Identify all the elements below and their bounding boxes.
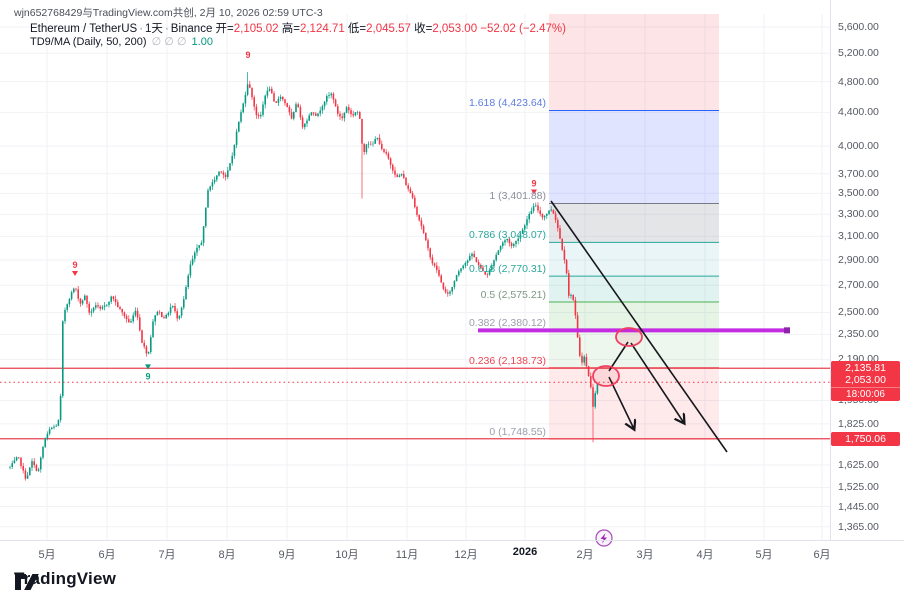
- time-axis-separator: [0, 540, 904, 541]
- indicator-value: 1.00: [191, 36, 213, 48]
- tradingview-logo-icon: [15, 574, 39, 590]
- current-price-badge: 2,053.00 18:00:06: [831, 373, 900, 402]
- fib-level-label[interactable]: 0 (1,748.55): [489, 426, 546, 439]
- high-label: 高=: [281, 23, 300, 35]
- fib-level-label[interactable]: 1.618 (4,423.64): [468, 97, 546, 110]
- low-label: 低=: [347, 23, 367, 35]
- price-axis-label: 4,800.00: [838, 75, 879, 88]
- price-axis-label: 2,900.00: [838, 253, 879, 266]
- timeframe-selector[interactable]: 1天: [145, 23, 163, 35]
- svg-text:9: 9: [245, 50, 250, 60]
- high-value: 2,124.71: [299, 23, 345, 35]
- indicator-empty-values: ∅ ∅ ∅: [151, 36, 187, 48]
- time-axis-label: 7月: [158, 549, 176, 561]
- price-axis-label: 5,600.00: [838, 21, 879, 33]
- time-axis-label: 10月: [335, 549, 359, 561]
- price-axis-label: 1,625.00: [838, 458, 879, 471]
- fib-level-label[interactable]: 1 (3,401.88): [489, 190, 546, 203]
- svg-text:9: 9: [72, 260, 77, 270]
- price-axis-label: 1,825.00: [838, 417, 879, 430]
- time-axis-label: 3月: [636, 549, 654, 561]
- time-axis-label: 12月: [454, 549, 478, 561]
- candlestick-series: [9, 72, 599, 481]
- time-axis-label: 9月: [278, 549, 296, 561]
- open-value: 2,105.02: [233, 23, 279, 35]
- event-lightning-icon[interactable]: [595, 529, 613, 547]
- exchange-name[interactable]: Binance: [170, 23, 213, 35]
- separator: ·: [164, 23, 169, 35]
- purple-line-endcap: [784, 327, 790, 334]
- symbol-title[interactable]: Ethereum / TetherUS: [30, 23, 138, 35]
- price-axis-label: 3,700.00: [838, 167, 879, 180]
- fib-level-label[interactable]: 0.382 (2,380.12): [468, 316, 546, 329]
- fib-level-label[interactable]: 0.618 (2,770.31): [468, 263, 546, 276]
- price-axis-label: 2,500.00: [838, 306, 879, 319]
- price-axis-label: 1,525.00: [838, 481, 879, 494]
- time-axis-label: 6月: [98, 549, 116, 561]
- price-axis-label: 4,000.00: [838, 140, 879, 153]
- time-axis-label: 4月: [696, 549, 714, 561]
- price-axis-label: 4,400.00: [838, 106, 879, 119]
- tradingview-logo[interactable]: TradingView: [14, 569, 117, 590]
- svg-text:9: 9: [145, 371, 150, 381]
- time-axis-label: 6月: [813, 549, 831, 561]
- connector-line-drawing[interactable]: [608, 341, 629, 372]
- arrow-drawing-2[interactable]: [630, 342, 684, 423]
- change-value: −52.02 (−2.47%): [480, 23, 566, 35]
- price-axis-label: 3,100.00: [838, 230, 879, 243]
- price-axis-label: 5,200.00: [838, 47, 879, 60]
- price-axis-label: 3,300.00: [838, 208, 879, 221]
- price-axis-label: 1,365.00: [838, 520, 879, 533]
- fib-retracement-drawing[interactable]: [549, 14, 719, 440]
- td9-markers: 9 9 9 9: [72, 50, 537, 381]
- fib-level-label[interactable]: 0.5 (2,575.21): [480, 288, 546, 301]
- arrow-drawing-1[interactable]: [608, 376, 634, 429]
- time-axis-label: 8月: [218, 549, 236, 561]
- indicator-name[interactable]: TD9/MA (Daily, 50, 200): [30, 36, 147, 48]
- close-label: 收=: [414, 23, 433, 35]
- fib-level-label[interactable]: 0.786 (3,048.07): [468, 229, 546, 242]
- price-line-badge: 1,750.06: [831, 431, 900, 446]
- symbol-info-row: Ethereum / TetherUS · 1天 · Binance 开=2,105.0…: [30, 20, 566, 36]
- fib-level-label[interactable]: 0.236 (2,138.73): [468, 354, 546, 367]
- trendline-drawing[interactable]: [550, 200, 728, 453]
- separator: ·: [139, 23, 144, 35]
- price-axis-separator: [830, 0, 831, 540]
- open-label: 开=: [215, 23, 234, 35]
- tradingview-logo-text: TradingView: [14, 569, 117, 588]
- highlight-circle-1[interactable]: [615, 327, 643, 347]
- price-axis-label: 1,445.00: [838, 500, 879, 513]
- time-axis-label: 11月: [395, 549, 419, 561]
- svg-text:9: 9: [531, 178, 536, 188]
- price-line-badge: 2,135.81: [831, 361, 900, 376]
- time-axis-label: 5月: [755, 549, 773, 561]
- countdown-timer: 18:00:06: [831, 387, 900, 401]
- attribution-text: wjn652768429与TradingView.com共创, 2月 10, 2…: [14, 7, 323, 19]
- highlight-circle-2[interactable]: [592, 365, 620, 387]
- price-axis-label: 2,350.00: [838, 328, 879, 341]
- time-axis-label: 2026: [512, 546, 538, 558]
- time-axis-label: 5月: [38, 549, 56, 561]
- low-value: 2,045.57: [366, 23, 411, 35]
- price-axis-label: 3,500.00: [838, 187, 879, 200]
- close-value: 2,053.00: [432, 23, 478, 35]
- indicator-row[interactable]: TD9/MA (Daily, 50, 200) ∅ ∅ ∅ 1.00: [30, 35, 213, 48]
- price-axis-label: 2,700.00: [838, 279, 879, 292]
- time-axis-label: 2月: [576, 549, 594, 561]
